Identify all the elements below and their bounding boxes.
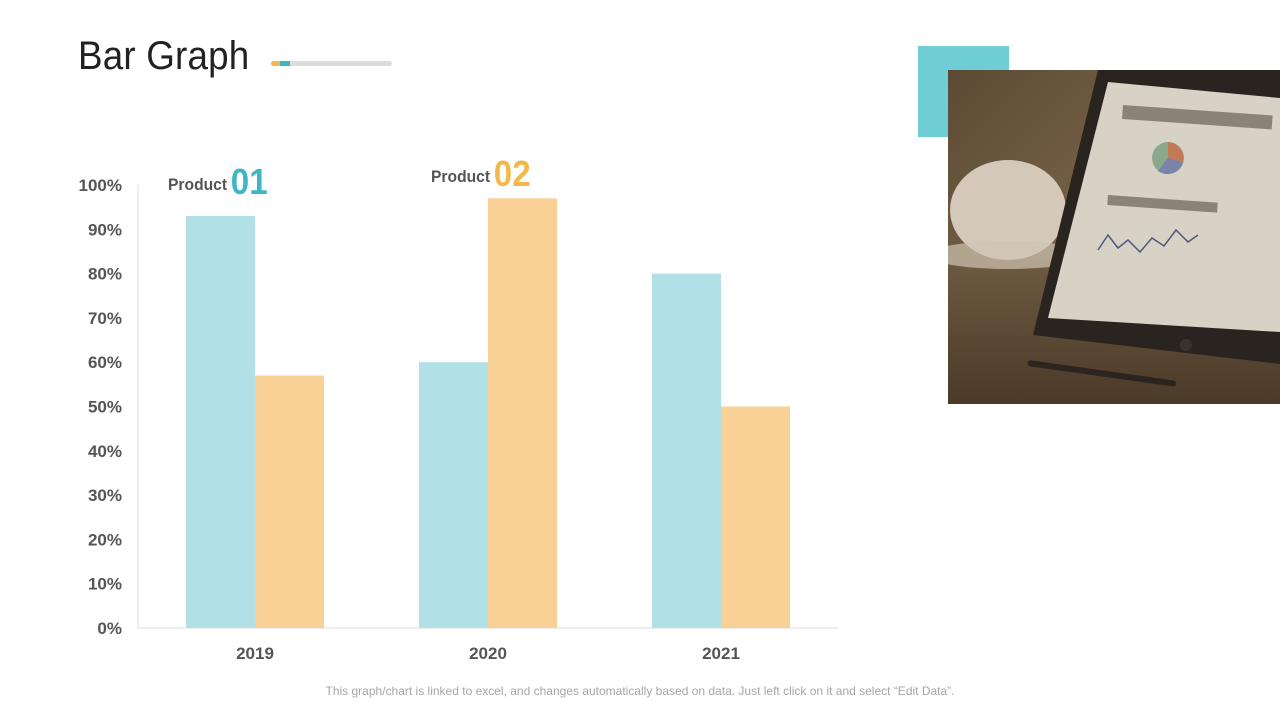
y-tick-label: 0%	[97, 619, 122, 638]
tablet-photo-illustration	[948, 70, 1280, 404]
bar-product-01-2021	[652, 273, 721, 628]
y-tick-label: 100%	[79, 176, 122, 195]
bar-product-02-2020	[488, 198, 557, 629]
legend-product-02-word: Product	[431, 167, 491, 186]
y-tick-label: 20%	[88, 530, 122, 549]
bar-chart[interactable]: 0% 10% 20% 30% 40% 50% 60% 70% 80% 90% 100% 2019 202…	[0, 0, 900, 720]
legend-product-01-number: 01	[230, 161, 268, 202]
y-tick-label: 40%	[88, 442, 122, 461]
bar-product-02-2021	[721, 406, 790, 628]
x-tick-label: 2020	[469, 644, 507, 663]
y-tick-label: 90%	[88, 220, 122, 239]
footnote: This graph/chart is linked to excel, and…	[325, 684, 955, 698]
tablet-photo	[948, 70, 1280, 404]
title-accent-yellow	[271, 61, 280, 66]
y-tick-label: 60%	[88, 353, 122, 372]
y-tick-label: 10%	[88, 575, 122, 594]
y-tick-label: 70%	[88, 309, 122, 328]
legend-product-02: Product 02	[431, 156, 531, 192]
legend-product-02-number: 02	[493, 153, 531, 194]
legend-product-01-word: Product	[168, 175, 228, 194]
y-tick-label: 30%	[88, 486, 122, 505]
title-accent-teal	[280, 61, 290, 66]
y-tick-label: 80%	[88, 265, 122, 284]
y-tick-label: 50%	[88, 398, 122, 417]
page-title: Bar Graph	[78, 34, 250, 78]
x-tick-label: 2021	[702, 644, 740, 663]
x-tick-label: 2019	[236, 644, 274, 663]
legend-product-01: Product 01	[168, 164, 268, 200]
title-accent-track	[271, 61, 392, 66]
bar-product-02-2019	[255, 375, 324, 628]
bar-product-01-2020	[419, 362, 488, 628]
bar-product-01-2019	[186, 216, 255, 628]
title-accent-bar	[271, 61, 392, 66]
